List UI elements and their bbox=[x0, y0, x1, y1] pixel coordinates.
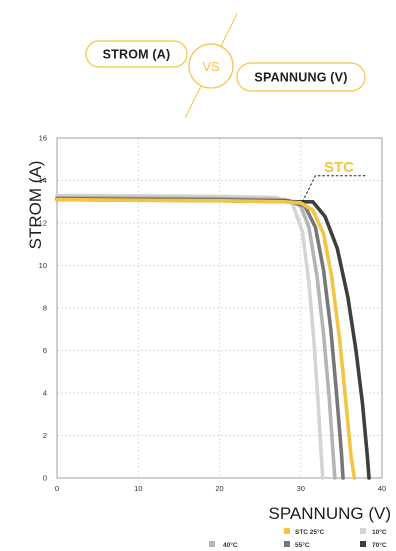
series-line-55-c bbox=[55, 196, 345, 480]
x-tick-label: 40 bbox=[378, 484, 386, 493]
x-tick-label: 10 bbox=[134, 484, 142, 493]
y-tick-label: 2 bbox=[43, 431, 47, 440]
y-axis-title: STROM (A) bbox=[26, 161, 45, 250]
legend-label-70c: 70°C bbox=[372, 541, 387, 549]
legend: STC 25°C 10°C 40°C 55°C 70°C bbox=[209, 528, 387, 549]
legend-swatch-70c bbox=[360, 541, 366, 547]
vs-label: VS bbox=[202, 59, 220, 74]
stc-label: STC bbox=[324, 159, 354, 176]
y-tick-label: 14 bbox=[39, 176, 47, 185]
header-graphic: STROM (A) VS SPANNUNG (V) bbox=[85, 13, 366, 119]
plot-grid bbox=[57, 138, 382, 478]
stc-annotation: STC bbox=[301, 159, 366, 203]
x-tick-label: 20 bbox=[215, 484, 223, 493]
y-tick-label: 12 bbox=[39, 219, 47, 228]
y-tick-labels: 0 2 4 6 8 10 12 14 16 bbox=[39, 134, 47, 483]
y-tick-label: 8 bbox=[43, 304, 47, 313]
series-line-stc-25-c bbox=[55, 197, 357, 480]
legend-label-stc: STC 25°C bbox=[295, 528, 325, 536]
legend-label-40c: 40°C bbox=[223, 541, 238, 549]
y-tick-label: 6 bbox=[43, 346, 47, 355]
legend-label-10c: 10°C bbox=[372, 528, 387, 536]
x-axis-title: SPANNUNG (V) bbox=[269, 504, 391, 523]
strom-label: STROM (A) bbox=[103, 48, 171, 62]
legend-swatch-10c bbox=[360, 528, 366, 534]
plot-frame bbox=[56, 137, 383, 479]
strom-pill bbox=[85, 40, 188, 68]
legend-swatch-stc bbox=[284, 528, 290, 534]
x-tick-label: 30 bbox=[297, 484, 305, 493]
series-line-10-c bbox=[55, 193, 325, 480]
series-line-40-c bbox=[55, 195, 337, 480]
spannung-label: SPANNUNG (V) bbox=[254, 71, 347, 85]
y-tick-label: 0 bbox=[43, 474, 47, 483]
vs-circle bbox=[188, 43, 234, 89]
legend-label-55c: 55°C bbox=[295, 541, 310, 549]
x-tick-label: 0 bbox=[55, 484, 59, 493]
series-lines bbox=[55, 193, 371, 480]
spannung-pill bbox=[236, 62, 366, 92]
y-tick-label: 4 bbox=[43, 389, 47, 398]
legend-swatch-40c bbox=[209, 541, 215, 547]
stc-leader-line bbox=[301, 175, 366, 203]
y-tick-label: 16 bbox=[39, 134, 47, 143]
y-tick-label: 10 bbox=[39, 261, 47, 270]
x-tick-labels: 0 10 20 30 40 bbox=[55, 484, 386, 493]
legend-swatch-55c bbox=[284, 541, 290, 547]
